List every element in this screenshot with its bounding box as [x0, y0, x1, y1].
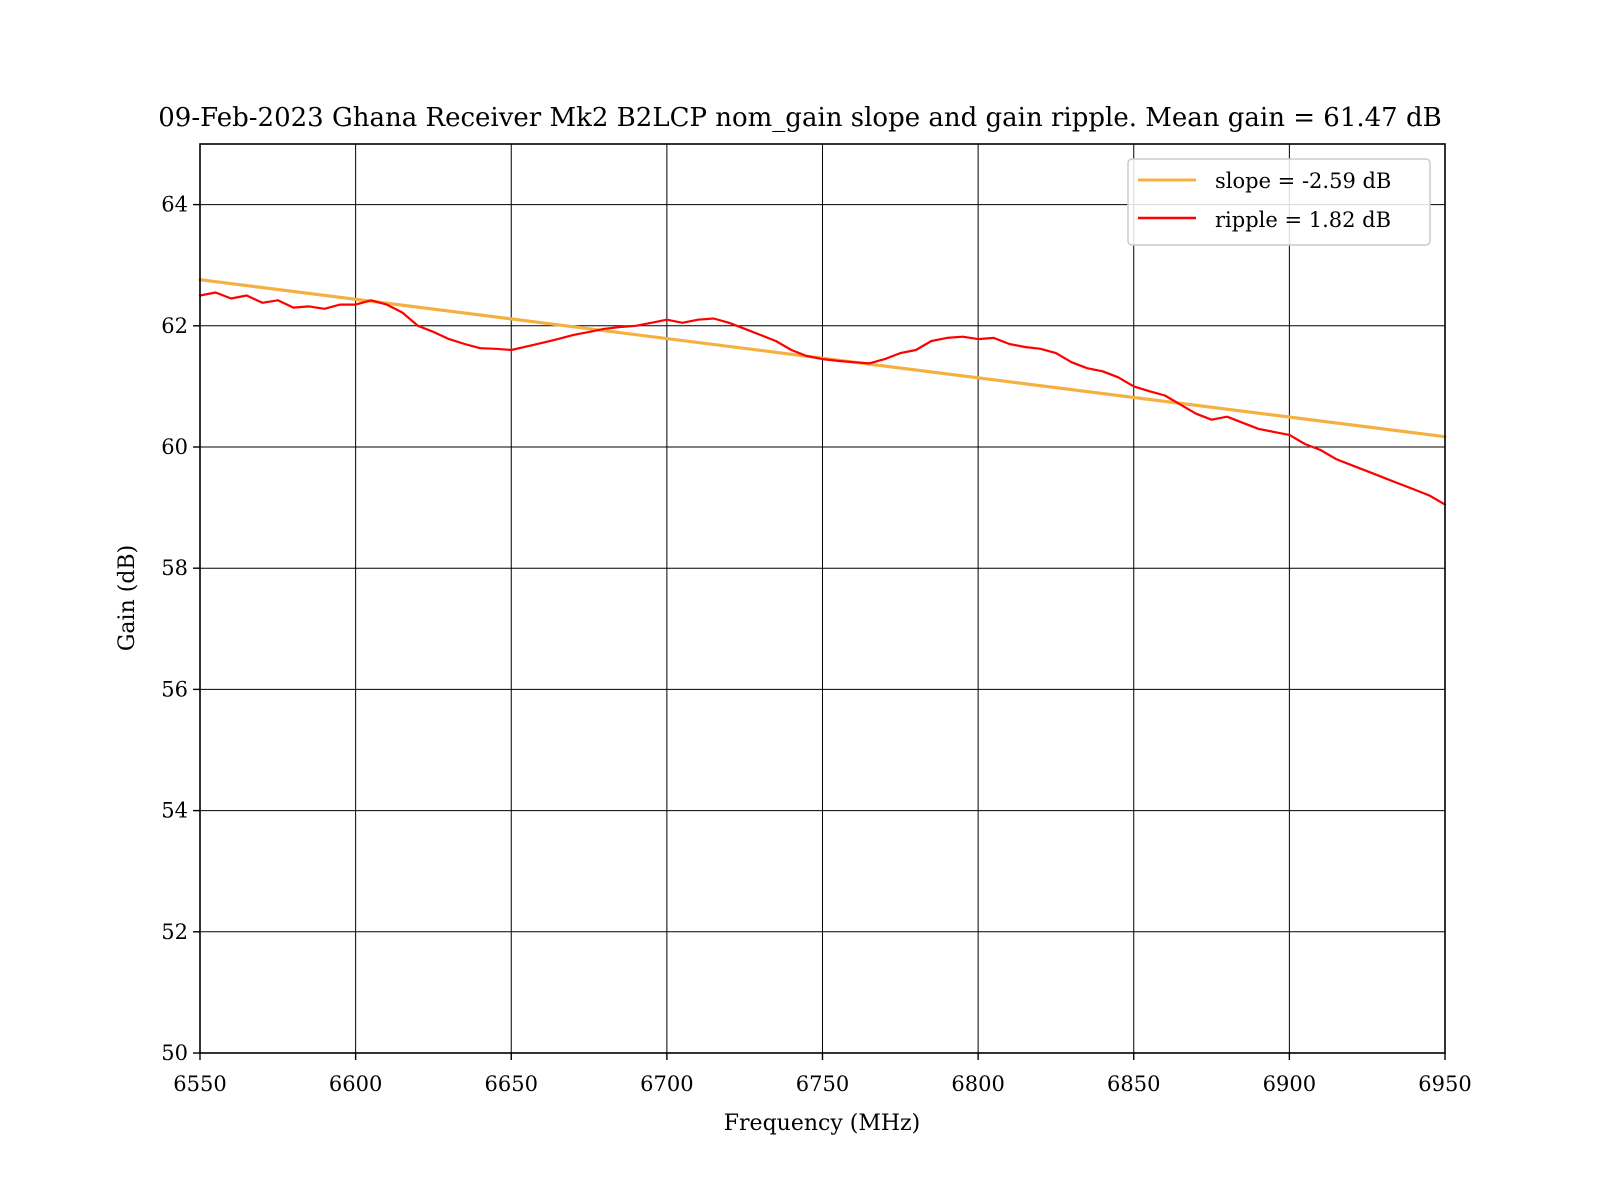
- x-tick-label: 6600: [329, 1072, 382, 1096]
- series-layer: [198, 278, 1447, 506]
- x-tick-label: 6550: [173, 1072, 226, 1096]
- y-tick-label: 64: [161, 193, 188, 217]
- y-tick-label: 58: [161, 556, 188, 580]
- legend: slope = -2.59 dB ripple = 1.82 dB: [1127, 158, 1431, 246]
- x-tick-label: 6950: [1418, 1072, 1471, 1096]
- ripple-line: [198, 291, 1447, 506]
- plot-frame: [199, 143, 1446, 1054]
- y-axis-label: Gain (dB): [115, 545, 140, 651]
- y-axis-ticks: 50 52 54 56 58 60 62 64: [161, 193, 200, 1065]
- y-tick-label: 62: [161, 314, 188, 338]
- y-tick-label: 54: [161, 799, 188, 823]
- x-tick-label: 6800: [951, 1072, 1004, 1096]
- y-tick-label: 60: [161, 435, 188, 459]
- x-tick-label: 6850: [1107, 1072, 1160, 1096]
- x-tick-label: 6900: [1263, 1072, 1316, 1096]
- legend-label-slope: slope = -2.59 dB: [1215, 169, 1391, 193]
- legend-label-ripple: ripple = 1.82 dB: [1215, 208, 1391, 232]
- legend-box: [1127, 158, 1431, 246]
- x-axis-label: Frequency (MHz): [724, 1111, 920, 1136]
- y-tick-label: 56: [161, 677, 188, 701]
- grid-lines: [199, 144, 1446, 1054]
- x-tick-label: 6650: [485, 1072, 538, 1096]
- x-tick-label: 6700: [640, 1072, 693, 1096]
- x-tick-label: 6750: [796, 1072, 849, 1096]
- y-tick-label: 52: [161, 920, 188, 944]
- chart-title: 09-Feb-2023 Ghana Receiver Mk2 B2LCP nom…: [158, 103, 1442, 133]
- x-axis-ticks: 6550 6600 6650 6700 6750 6800 6850 6900 6950: [173, 1053, 1472, 1096]
- y-tick-label: 50: [161, 1041, 188, 1065]
